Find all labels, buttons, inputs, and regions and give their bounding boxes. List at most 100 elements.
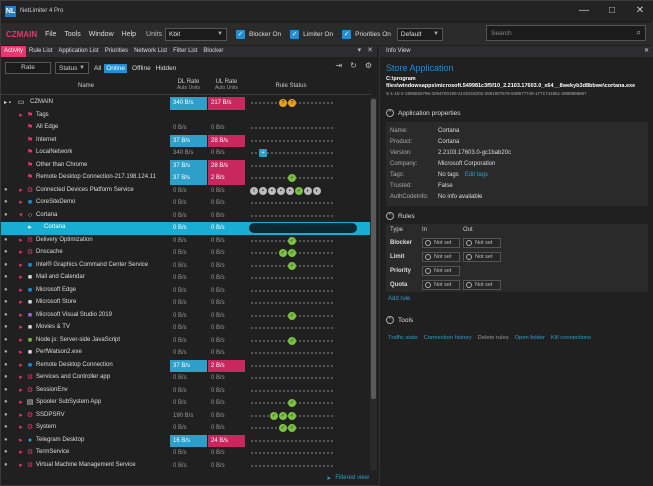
expand-icon[interactable]: ▸ bbox=[19, 186, 23, 194]
expand-icon[interactable]: ▸ bbox=[19, 324, 23, 331]
traffic-stats-link[interactable]: Traffic stats bbox=[388, 335, 418, 341]
units-select[interactable]: Kbit ▼ bbox=[165, 27, 227, 41]
blocker-out-toggle[interactable]: Not set bbox=[463, 238, 501, 248]
table-row[interactable]: ● ▸ ■ PerfWatson2.exe 0 B/s 0 B/s bbox=[1, 347, 371, 360]
edit-tags-link[interactable]: Edit tags bbox=[464, 172, 489, 178]
app-props-header[interactable]: ⌃ Application properties bbox=[386, 109, 461, 117]
blocker-checkbox[interactable]: ✓ Blocker On bbox=[236, 29, 281, 39]
table-row[interactable]: ● ▸ ■ Microsoft Edge 0 B/s 0 B/s bbox=[1, 285, 371, 298]
table-row[interactable]: ● ▸ ■ Remote Desktop Connection 37 B/s 2… bbox=[1, 359, 371, 372]
priority-toggle[interactable]: Not set bbox=[422, 266, 460, 276]
scrollbar-thumb[interactable] bbox=[371, 99, 376, 399]
expand-icon[interactable]: ▸ bbox=[19, 436, 23, 444]
table-row[interactable]: ● ▸ ⚙ TermService 0 B/s 0 B/s bbox=[1, 447, 371, 460]
tab-application-list[interactable]: Application List bbox=[58, 48, 99, 54]
info-view-tab[interactable]: Info View ✕ bbox=[380, 46, 653, 57]
blocker-in-toggle[interactable]: Not set bbox=[422, 238, 460, 248]
expand-icon[interactable]: ▸ bbox=[19, 286, 23, 294]
expand-icon[interactable]: ▸ bbox=[19, 424, 23, 431]
table-row[interactable]: ● ▸ ■ Intel® Graphics Command Center Ser… bbox=[1, 260, 371, 273]
filter-all[interactable]: All bbox=[94, 64, 102, 72]
table-row[interactable]: ● ▸ ▤ Spooler SubSystem App 0 B/s 0 B/s … bbox=[1, 397, 371, 410]
limit-out-toggle[interactable]: Not set bbox=[463, 252, 501, 262]
quota-in-toggle[interactable]: Not set bbox=[422, 280, 460, 290]
close-icon[interactable]: ✕ bbox=[635, 5, 645, 16]
search-input[interactable]: Search ⌕ bbox=[486, 25, 646, 41]
expand-icon[interactable]: ▸ bbox=[19, 311, 23, 319]
table-row[interactable]: ⚑ All Edge 0 B/s 0 B/s bbox=[1, 122, 371, 135]
limit-in-toggle[interactable]: Not set bbox=[422, 252, 460, 262]
table-row[interactable]: ● ▸ ⚙ Services and Controller app 0 B/s … bbox=[1, 372, 371, 385]
expand-icon[interactable]: ▸ bbox=[19, 374, 23, 381]
tab-activity[interactable]: Activity bbox=[1, 46, 27, 57]
expand-icon[interactable]: ▸ bbox=[19, 399, 23, 406]
minimize-icon[interactable]: — bbox=[579, 5, 589, 16]
table-row[interactable]: ⚑ Internet 37 B/s 28 B/s bbox=[1, 134, 371, 147]
table-row[interactable]: ● ▸ ⚙ Delivery Optimization 0 B/s 0 B/s … bbox=[1, 235, 371, 248]
close-icon[interactable]: ✕ bbox=[367, 47, 373, 54]
tools-header[interactable]: ⌃ Tools bbox=[386, 316, 413, 324]
quota-out-toggle[interactable]: Not set bbox=[463, 280, 501, 290]
menu-window[interactable]: Window bbox=[88, 30, 114, 38]
dropdown-icon[interactable]: ▾ bbox=[357, 47, 362, 54]
tab-filter-list[interactable]: Filter List bbox=[173, 48, 198, 54]
filter-offline[interactable]: Offline bbox=[132, 64, 151, 72]
expand-icon[interactable]: ▸ bbox=[19, 299, 23, 306]
column-dl-rate[interactable]: DL Rate Auto Units bbox=[170, 79, 207, 91]
open-folder-link[interactable]: Open folder bbox=[514, 335, 545, 341]
expand-icon[interactable]: ▸ bbox=[19, 199, 23, 206]
table-row[interactable]: ● ▸ ■ Microsoft Visual Studio 2019 0 B/s… bbox=[1, 310, 371, 323]
rules-header[interactable]: ⌃ Rules bbox=[386, 212, 415, 220]
status-select[interactable]: Status ▼ bbox=[55, 62, 89, 74]
expand-icon[interactable]: ▸ bbox=[19, 449, 23, 456]
expand-icon[interactable]: ▸ bbox=[28, 224, 32, 231]
expand-icon[interactable]: ▸ bbox=[19, 461, 23, 469]
filter-online[interactable]: Online bbox=[104, 63, 128, 73]
expand-icon[interactable]: ▸ bbox=[19, 386, 23, 394]
expand-icon[interactable]: ▸ bbox=[19, 261, 23, 269]
close-icon[interactable]: ✕ bbox=[643, 48, 649, 54]
table-row[interactable]: ● ▸ ⚙ Virtual Machine Management Service… bbox=[1, 460, 371, 473]
rate-button[interactable]: Rate bbox=[5, 62, 51, 74]
column-name[interactable]: Name bbox=[77, 83, 94, 89]
table-row-selected[interactable]: ▸ Cortana 0 B/s 0 B/s bbox=[1, 222, 371, 235]
connection-history-link[interactable]: Connection history bbox=[423, 335, 472, 341]
table-row[interactable]: ● ▸ ⚙ SSDPSRV 190 B/s 0 B/s ✓ ✓ ✓ bbox=[1, 410, 371, 423]
collapse-icon[interactable]: ⇥ bbox=[335, 61, 343, 70]
collapse-icon[interactable]: ▾ bbox=[19, 211, 23, 219]
collapse-icon[interactable]: ⌃ bbox=[386, 212, 394, 220]
tab-rule-list[interactable]: Rule List bbox=[29, 48, 53, 54]
expand-icon[interactable]: ▸ bbox=[19, 361, 23, 369]
menu-file[interactable]: File bbox=[45, 30, 57, 38]
expand-icon[interactable]: ▸ bbox=[19, 336, 23, 344]
priorities-checkbox[interactable]: ✓ Priorities On bbox=[342, 29, 391, 39]
tab-blocker[interactable]: Blocker bbox=[203, 48, 224, 54]
refresh-icon[interactable]: ↻ bbox=[350, 61, 357, 70]
table-row[interactable]: ● ▾ ○ Cortana 0 B/s 0 B/s bbox=[1, 210, 371, 223]
tab-priorities[interactable]: Priorities bbox=[104, 48, 129, 54]
kill-connections-link[interactable]: Kill connections bbox=[550, 335, 592, 341]
table-row[interactable]: ● ▸ ■ Microsoft Store 0 B/s 0 B/s bbox=[1, 297, 371, 310]
collapse-icon[interactable]: ⌃ bbox=[386, 316, 394, 324]
table-row[interactable]: ⚑ Remote Desktop Connection-217.198.124.… bbox=[1, 172, 371, 185]
expand-icon[interactable]: ▸ ▪ bbox=[4, 100, 11, 106]
filtered-view-link[interactable]: Filtered view bbox=[335, 475, 369, 481]
table-row[interactable]: ● ▸ ■ CoreSiteDemo 0 B/s 0 B/s bbox=[1, 197, 371, 210]
vertical-scrollbar[interactable] bbox=[370, 97, 377, 470]
column-ul-rate[interactable]: UL Rate Auto Units bbox=[208, 79, 245, 91]
table-row[interactable]: ● ▸ ■ Mail and Calendar 0 B/s 0 B/s bbox=[1, 272, 371, 285]
table-row[interactable]: ● ▸ ■ Node.js: Server-side JavaScript 0 … bbox=[1, 335, 371, 348]
column-rule-status[interactable]: Rule Status bbox=[275, 83, 307, 89]
table-row[interactable]: ● ▸ ⚙ System 0 B/s 0 B/s ✓ ✓ bbox=[1, 422, 371, 435]
table-row[interactable]: ▸ ⚑ Tags bbox=[1, 110, 371, 123]
expand-icon[interactable]: ▸ bbox=[19, 349, 23, 356]
expand-icon[interactable]: ▸ bbox=[19, 411, 23, 419]
delete-rules-link[interactable]: Delete rules bbox=[477, 335, 509, 341]
menu-help[interactable]: Help bbox=[121, 30, 137, 38]
gear-icon[interactable]: ⚙ bbox=[364, 61, 372, 70]
profile-select[interactable]: Default ▼ bbox=[396, 27, 443, 41]
table-row[interactable]: ● ▸ ■ Movies & TV 0 B/s 0 B/s bbox=[1, 322, 371, 335]
maximize-icon[interactable]: □ bbox=[608, 5, 616, 16]
table-row[interactable]: ● ▸ ⚙ SessionEnv 0 B/s 0 B/s bbox=[1, 385, 371, 398]
table-row[interactable]: ▸ ▪ ▭ CZMAIN 340 B/s 217 B/s ?? bbox=[1, 97, 371, 110]
